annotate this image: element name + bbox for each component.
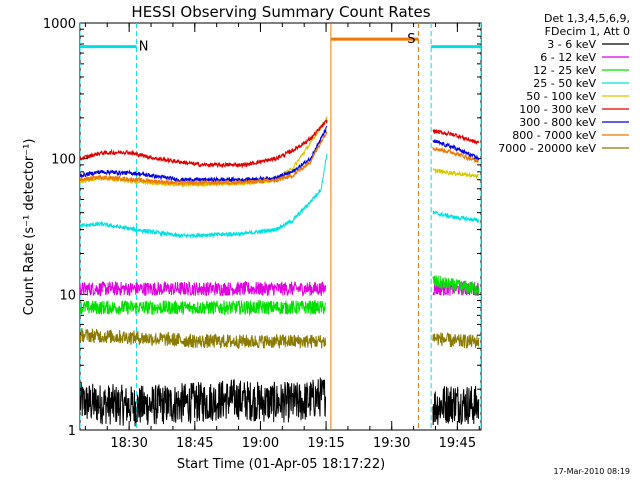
plot-area: 1 10 100 1000 18:30 18:45 19:00 19:15 19:30 19:45… (43, 17, 482, 451)
legend-item-label: 25 - 50 keV (533, 77, 596, 90)
timestamp: 17-Mar-2010 08:19 (554, 467, 631, 476)
series-line (432, 275, 480, 297)
marker-label: S (407, 32, 415, 47)
legend-header: Det 1,3,4,5,6,9, (544, 12, 630, 25)
marker-label: N (139, 40, 149, 55)
series-line (432, 210, 480, 224)
series-line (432, 385, 480, 426)
x-tick-label: 18:45 (176, 436, 213, 451)
legend-header: FDecim 1, Att 0 (545, 25, 630, 38)
series-line (80, 377, 327, 427)
series-line (80, 153, 328, 239)
series-line (432, 168, 480, 180)
legend-item-label: 12 - 25 keV (533, 64, 596, 77)
y-tick-label: 10 (59, 288, 76, 303)
series-line (432, 332, 480, 349)
y-axis-label: Count Rate (s⁻¹ detector⁻¹) (22, 139, 37, 316)
y-tick-label: 1000 (43, 17, 76, 32)
legend-item-label: 100 - 300 keV (519, 103, 596, 116)
series-line (432, 146, 479, 164)
legend-item-label: 300 - 800 keV (519, 116, 596, 129)
series-line (80, 299, 327, 317)
series-line (432, 139, 480, 162)
series-line (80, 131, 328, 187)
legend: Det 1,3,4,5,6,9,FDecim 1, Att 03 - 6 keV… (498, 12, 630, 155)
series-line (80, 280, 327, 297)
legend-item-label: 3 - 6 keV (547, 38, 596, 51)
legend-item-label: 6 - 12 keV (540, 51, 596, 64)
series-line (80, 327, 327, 349)
y-tick-label: 100 (51, 153, 76, 168)
x-tick-label: 19:45 (439, 436, 476, 451)
x-tick-label: 19:15 (307, 436, 344, 451)
x-tick-label: 19:00 (242, 436, 279, 451)
x-tick-label: 19:30 (373, 436, 410, 451)
legend-item-label: 7000 - 20000 keV (498, 142, 596, 155)
x-axis-label: Start Time (01-Apr-05 18:17:22) (177, 457, 385, 472)
x-tick-label: 18:30 (110, 436, 147, 451)
legend-item-label: 50 - 100 keV (526, 90, 596, 103)
legend-item-label: 800 - 7000 keV (512, 129, 596, 142)
series-line (80, 119, 328, 169)
series-line (80, 125, 328, 184)
y-tick-label: 1 (68, 424, 76, 439)
series-group (80, 23, 481, 430)
series-line (432, 129, 480, 146)
chart-title: HESSI Observing Summary Count Rates (131, 3, 430, 21)
